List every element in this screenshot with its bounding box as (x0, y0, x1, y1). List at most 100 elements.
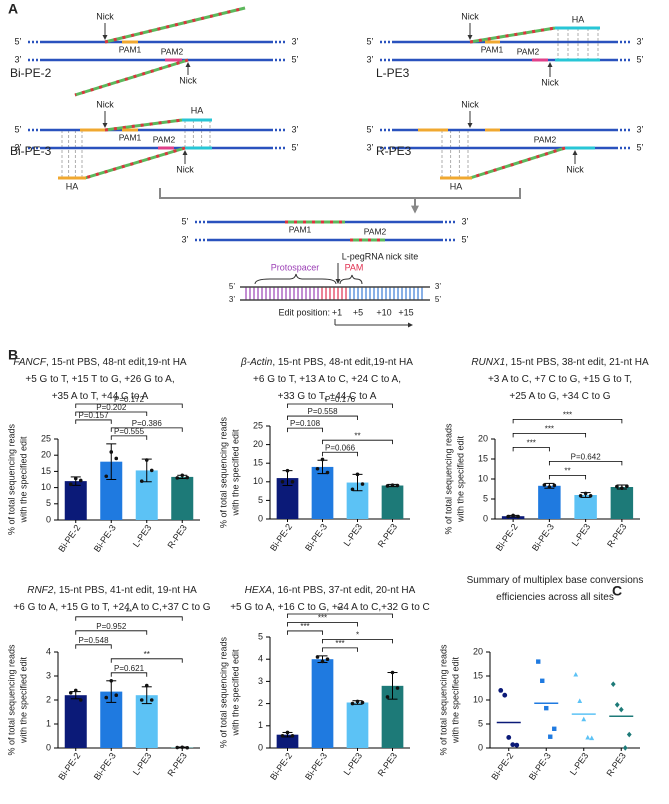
bar (64, 695, 87, 748)
data-point (290, 480, 295, 484)
significance-label: P=0.555 (114, 427, 145, 436)
data-point (542, 483, 547, 487)
significance-bracket (512, 433, 587, 438)
data-point (581, 716, 587, 722)
significance-label: *** (527, 439, 536, 448)
converge-bracket (159, 188, 521, 199)
position-label: +5 (353, 307, 363, 317)
y-tick-label: 20 (253, 439, 263, 449)
data-point (588, 494, 593, 498)
significance-label: P=0.386 (132, 419, 163, 428)
data-point (620, 486, 624, 491)
significance-label: ** (564, 467, 570, 476)
x-tick-label: R-PE3 (165, 751, 188, 778)
chart-title: +6 G to A, +15 G to T, +24 A to C,+37 C … (13, 602, 210, 613)
chart-title-text: efficiencies across all sites (496, 592, 614, 603)
data-point (360, 700, 365, 705)
data-point (104, 474, 109, 479)
y-tick-label: 5 (483, 493, 488, 503)
significance-label: *** (563, 411, 572, 420)
chart-title: +35 A to T, +44 C to A (52, 391, 149, 402)
panel-label: B (8, 347, 18, 363)
x-tick-label: Bi-PE-2 (56, 751, 82, 782)
significance-label: P=0.066 (325, 443, 356, 452)
y-tick-label: 10 (478, 473, 488, 483)
nick-label: Nick (541, 77, 559, 87)
gene-name: β-Actin (240, 357, 273, 368)
strand-end-label: 5’ (291, 142, 298, 152)
significance-label: P=0.108 (290, 419, 321, 428)
y-tick-label: 0 (258, 742, 263, 752)
y-tick-label: 1 (46, 718, 51, 728)
significance-bracket (110, 435, 148, 440)
y-tick-label: 15 (41, 466, 51, 476)
pam-brace (339, 274, 363, 285)
y-tick-label: 10 (473, 694, 483, 704)
gene-name: RNF2 (27, 585, 54, 596)
significance-bracket (287, 613, 393, 618)
chart-title-text: , 15-nt PBS, 48-nt edit,19-nt HA (272, 357, 413, 368)
nick-site-label: L-pegRNA nick site (342, 251, 419, 261)
bar (574, 495, 597, 519)
gene-name: RUNX1 (471, 357, 505, 368)
significance-bracket (75, 644, 112, 649)
ha-label: HA (450, 181, 463, 191)
bar (346, 702, 369, 748)
pegrna (469, 26, 556, 44)
data-point (280, 480, 285, 484)
y-tick-label: 4 (258, 654, 263, 664)
pam-label: PAM1 (119, 44, 142, 54)
strand-end-label: 3’ (229, 295, 235, 304)
data-point (385, 695, 390, 699)
data-point (355, 699, 360, 704)
data-point (395, 483, 400, 488)
pegrna-dash (469, 146, 566, 180)
strand-end-label: 5’ (366, 36, 373, 46)
protospacer-label: Protospacer (271, 262, 320, 272)
significance-label: *** (545, 425, 554, 434)
pam-label: PAM2 (517, 46, 540, 56)
pam-label: PAM2 (161, 46, 184, 56)
x-tick-label: R-PE3 (165, 523, 188, 550)
pam-label: PAM1 (289, 224, 312, 234)
data-point (350, 701, 355, 706)
pegrna-dash (74, 58, 189, 97)
data-point (185, 475, 190, 480)
nick-label: Nick (461, 99, 479, 109)
y-axis-label: % of total sequencing reads (218, 636, 228, 748)
nick-label: Nick (566, 164, 584, 174)
y-tick-label: 2 (258, 698, 263, 708)
x-tick-label: Bi-PE-2 (56, 523, 82, 554)
data-point (104, 695, 109, 700)
data-point (285, 730, 290, 735)
bar (381, 485, 404, 519)
significance-bracket (548, 461, 623, 466)
chart-title: +5 G to T, +15 T to G, +26 G to A, (25, 374, 174, 385)
pam-label: PAM (345, 262, 364, 272)
x-tick-label: L-PE3 (131, 751, 154, 777)
significance-bracket (287, 403, 393, 408)
data-point (320, 659, 325, 664)
pegrna (469, 146, 566, 180)
chart-title-text: +25 A to G, +34 C to G (509, 391, 610, 402)
strand-end-label: 5’ (181, 216, 188, 226)
chart-title-text: +33 G to T, +44 C to A (278, 391, 377, 402)
pam-label: PAM2 (364, 226, 387, 236)
significance-bracket (75, 411, 148, 416)
strand-end-label: 3’ (291, 124, 298, 134)
data-point (516, 514, 520, 519)
data-point (614, 702, 620, 708)
strand-end-label: 3’ (181, 234, 188, 244)
chart-title-text: , 15-nt PBS, 38-nt edit, 21-nt HA (505, 357, 649, 368)
ha-label: HA (572, 14, 585, 24)
strand-end-label: 5’ (291, 54, 298, 64)
scheme-label: L-PE3 (376, 66, 410, 80)
data-point (68, 482, 73, 487)
significance-label: P=0.176 (325, 395, 356, 404)
y-tick-label: 10 (253, 476, 263, 486)
data-point (180, 745, 185, 750)
bar (64, 481, 87, 520)
bar (538, 485, 561, 519)
chart-title-text: +5 G to T, +15 T to G, +26 G to A, (25, 374, 174, 385)
data-point (622, 745, 628, 751)
